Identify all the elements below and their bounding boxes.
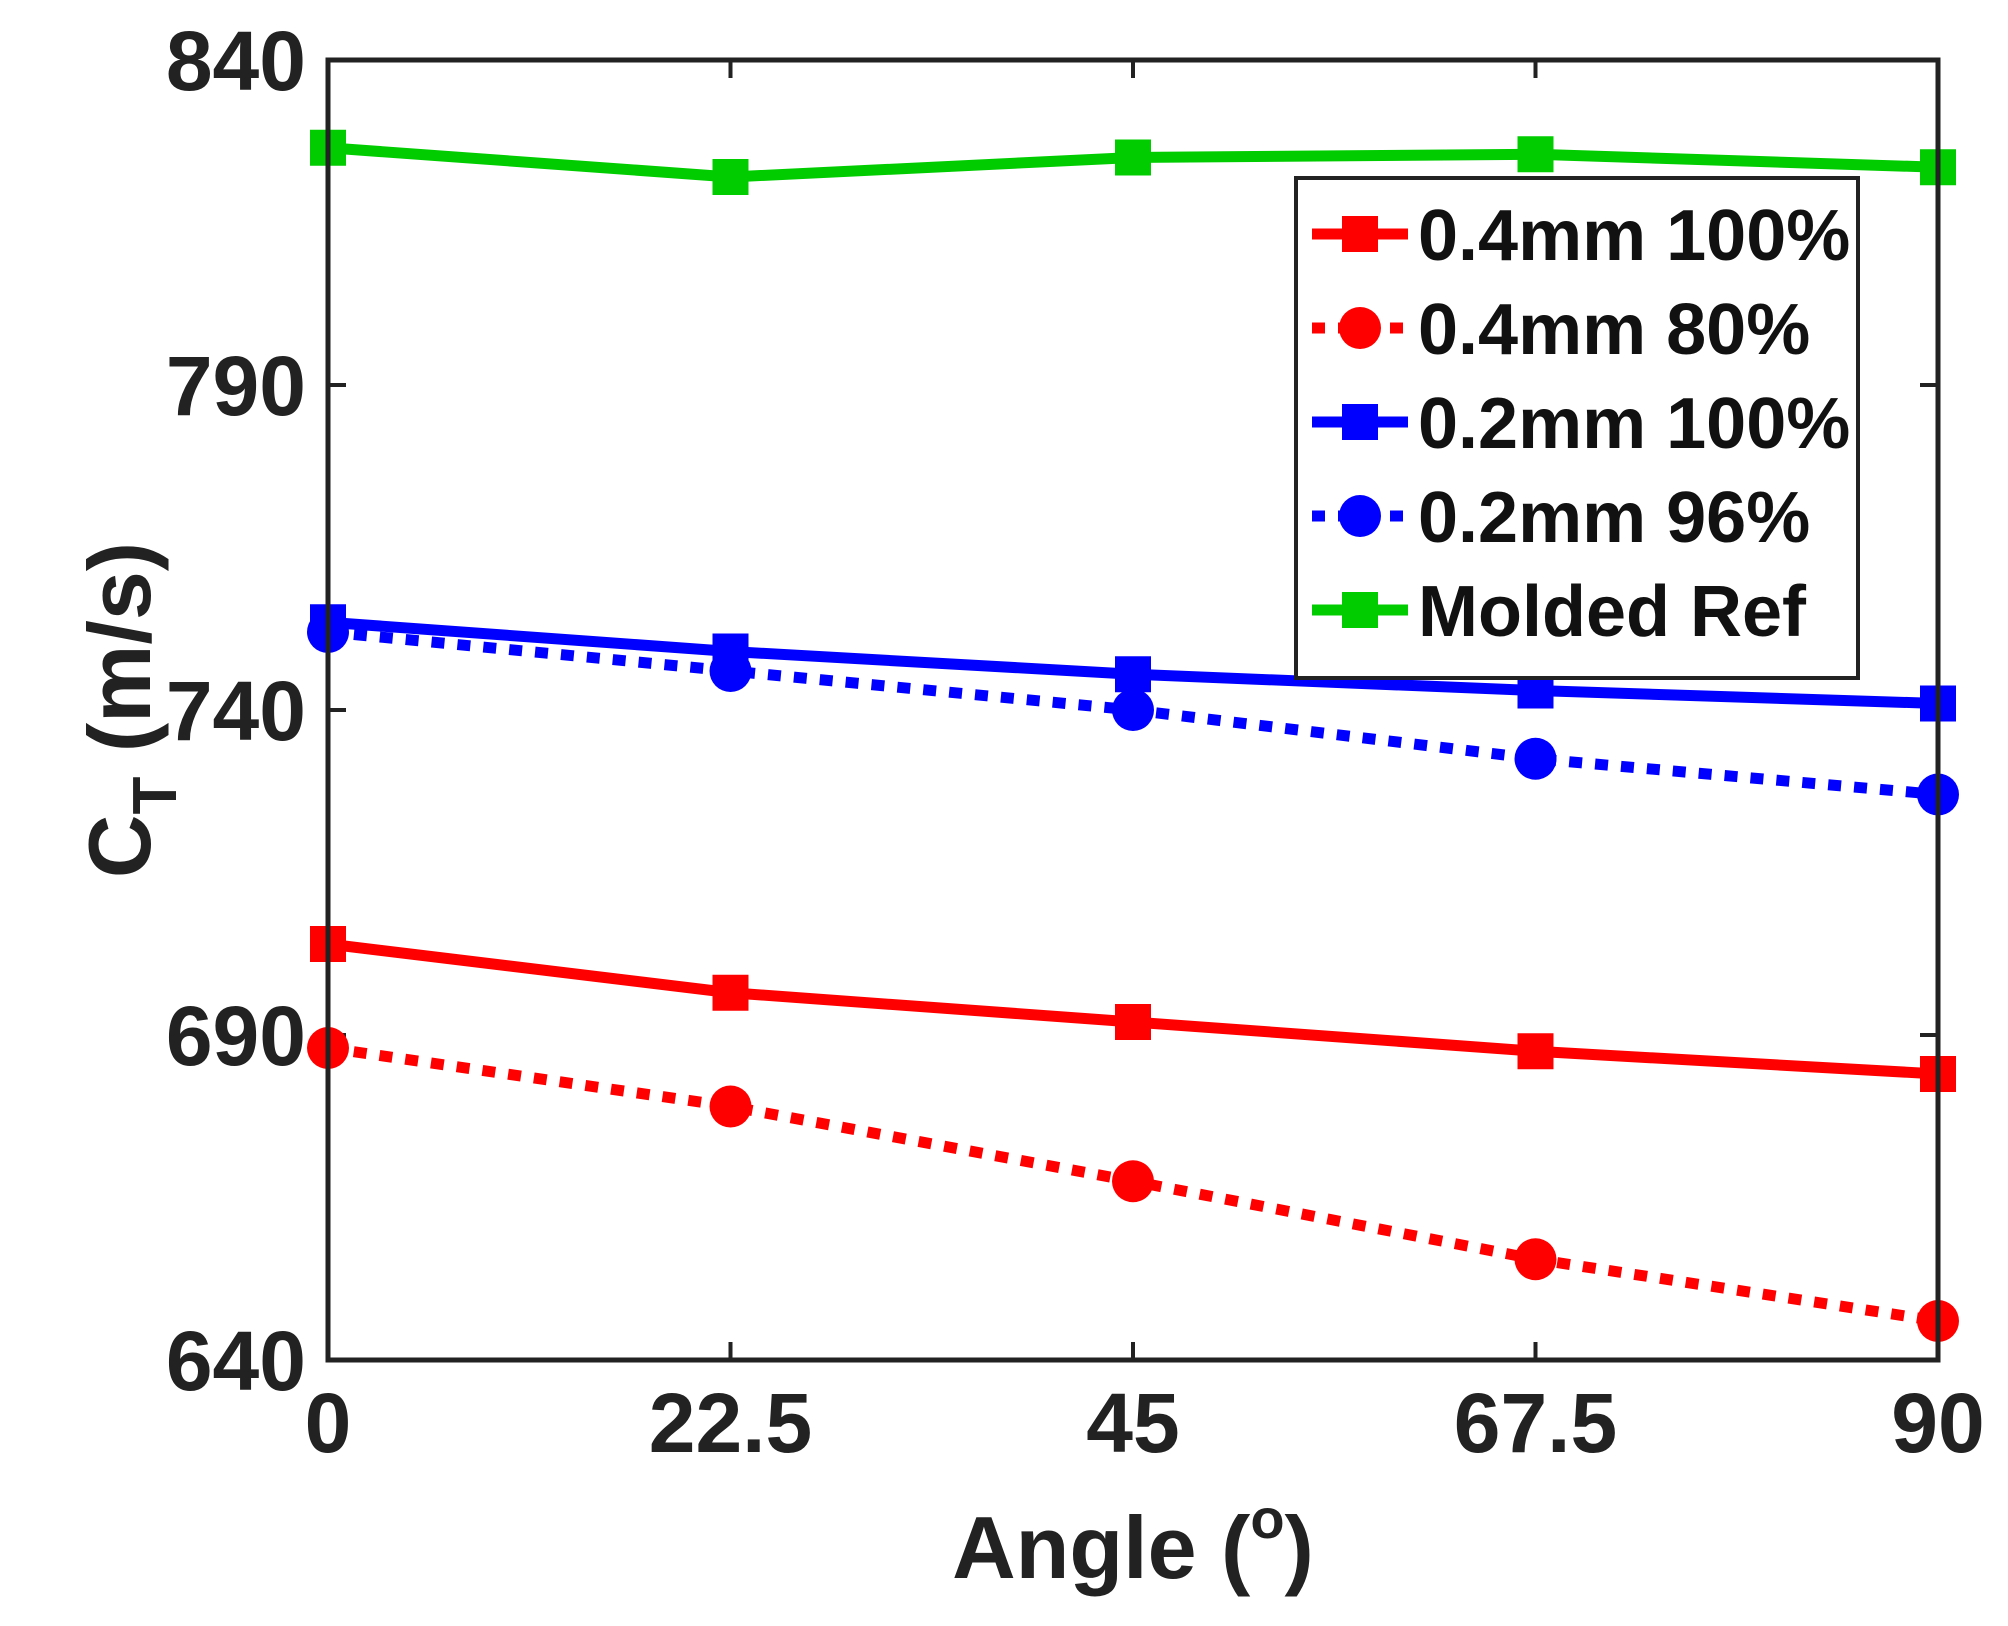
x-tick-label: 22.5 xyxy=(649,1376,813,1470)
y-axis-title-subscript: T xyxy=(121,777,190,815)
x-axis-title-close: ) xyxy=(1285,1498,1314,1597)
x-axis-title-degree: o xyxy=(1250,1487,1284,1550)
data-point xyxy=(709,1085,752,1128)
data-point xyxy=(1112,689,1154,731)
y-tick-label: 640 xyxy=(166,1314,306,1408)
x-tick-label: 0 xyxy=(305,1376,352,1470)
legend-marker xyxy=(1342,404,1378,440)
data-point xyxy=(1517,136,1554,173)
series-layer xyxy=(307,129,1959,1342)
x-tick-label: 45 xyxy=(1086,1376,1179,1470)
x-tick-label: 90 xyxy=(1891,1376,1984,1470)
y-axis-title-symbol: C xyxy=(70,815,169,879)
data-point xyxy=(712,159,749,195)
x-axis-title-text: Angle ( xyxy=(952,1498,1251,1597)
legend-marker xyxy=(1342,216,1378,252)
y-axis-title-unit: (m/s) xyxy=(70,542,169,777)
x-axis-title: Angle (o) xyxy=(952,1487,1314,1597)
y-axis-title: CT (m/s) xyxy=(70,542,190,878)
data-point xyxy=(1514,737,1557,780)
y-tick-label: 690 xyxy=(166,989,306,1083)
data-point xyxy=(1115,656,1151,693)
legend-marker xyxy=(1339,495,1381,537)
plot-frame xyxy=(325,57,1941,1363)
legend-label: 0.2mm 96% xyxy=(1418,478,1810,558)
legend-label: 0.2mm 100% xyxy=(1418,384,1850,464)
tick-labels: 0 22.5 45 67.5 90 640 690 740 790 840 xyxy=(166,14,1985,1470)
data-point xyxy=(712,974,749,1011)
data-point xyxy=(1517,1033,1554,1070)
legend: 0.4mm 100% 0.4mm 80% 0.2mm 100% 0.2mm 96% Mo… xyxy=(1294,176,1860,680)
legend-marker xyxy=(1342,592,1378,628)
legend-label: 0.4mm 100% xyxy=(1418,196,1850,276)
legend-marker xyxy=(1339,307,1381,349)
legend-label: Molded Ref xyxy=(1418,572,1807,652)
legend-box xyxy=(1294,176,1860,680)
data-point xyxy=(709,650,752,692)
x-tick-label: 67.5 xyxy=(1454,1376,1618,1470)
data-point xyxy=(1115,139,1151,176)
data-point xyxy=(1514,1238,1557,1281)
y-tick-label: 790 xyxy=(166,339,306,433)
y-tick-label: 740 xyxy=(166,664,306,758)
legend-label: 0.4mm 80% xyxy=(1418,290,1810,370)
data-point xyxy=(1115,1004,1151,1040)
series-3 xyxy=(307,611,1959,816)
data-point xyxy=(1112,1160,1154,1203)
y-tick-label: 840 xyxy=(166,14,306,108)
